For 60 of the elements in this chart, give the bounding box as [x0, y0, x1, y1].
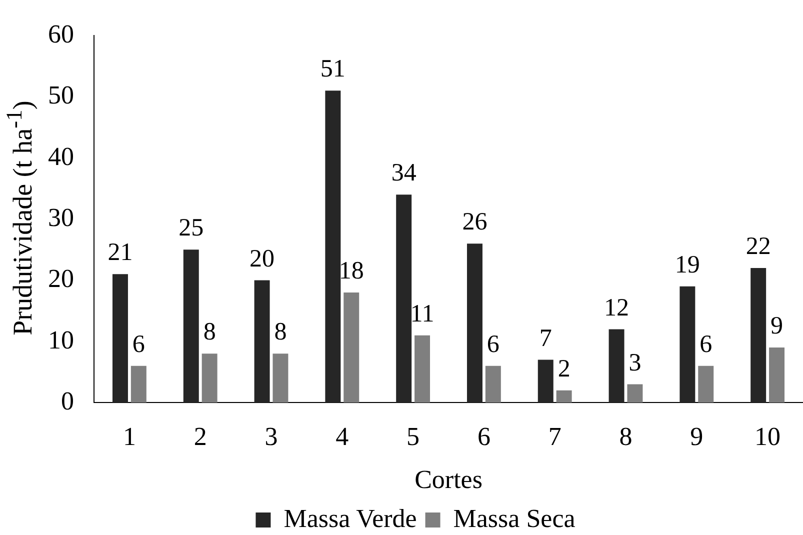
data-label: 6 [132, 330, 145, 358]
bar [183, 250, 199, 403]
data-label: 21 [108, 239, 133, 266]
legend-label: Massa Seca [453, 504, 576, 533]
x-tick-label: 1 [122, 422, 136, 452]
x-tick-label: 7 [548, 422, 562, 452]
data-label: 12 [604, 294, 630, 322]
data-label: 9 [770, 312, 784, 340]
data-label: 3 [628, 349, 642, 376]
data-label: 25 [178, 214, 204, 242]
data-label: 6 [700, 330, 712, 358]
data-label: 11 [410, 300, 434, 328]
data-label: 22 [746, 233, 771, 260]
x-tick-label: 8 [619, 422, 632, 452]
bar [485, 366, 501, 403]
x-tick-label: 3 [264, 422, 278, 452]
x-axis-title: Cortes [414, 465, 482, 494]
x-tick-label: 2 [194, 422, 207, 452]
data-label: 20 [250, 245, 275, 272]
bar [769, 348, 785, 403]
x-tick-label: 10 [754, 422, 781, 452]
bar [627, 384, 643, 403]
y-tick-label: 60 [48, 19, 74, 48]
data-label: 7 [539, 324, 552, 352]
bar [130, 366, 146, 403]
bar [556, 390, 572, 403]
bar [112, 274, 128, 403]
bar [414, 335, 430, 403]
y-tick-label: 20 [48, 264, 74, 294]
legend-label: Massa Verde [284, 504, 417, 533]
data-label: 2 [558, 355, 570, 382]
y-tick-label: 10 [48, 325, 74, 354]
y-tick-label: 30 [48, 202, 74, 232]
x-tick-label: 4 [336, 422, 349, 452]
bar [344, 292, 360, 403]
data-label: 51 [320, 56, 346, 83]
y-tick-label: 50 [48, 80, 74, 110]
bar [538, 360, 554, 403]
y-tick-label: 40 [48, 142, 74, 171]
bar [698, 366, 714, 403]
data-label: 26 [462, 208, 488, 236]
x-tick-label: 6 [477, 422, 490, 452]
data-label: 8 [274, 318, 287, 346]
data-label: 18 [338, 258, 364, 285]
x-tick-label: 9 [690, 422, 704, 452]
bar [202, 354, 218, 403]
bar [466, 244, 482, 403]
x-tick-label: 5 [406, 422, 420, 452]
bar [396, 194, 412, 403]
bar [750, 268, 766, 403]
bar [254, 280, 270, 403]
y-tick-label: 0 [61, 386, 74, 416]
data-label: 19 [674, 251, 700, 278]
bar [325, 90, 341, 403]
bar [608, 329, 624, 403]
data-label: 8 [203, 318, 216, 346]
data-label: 34 [391, 160, 417, 187]
data-label: 6 [486, 330, 500, 358]
bar [680, 286, 696, 403]
bar [272, 354, 288, 403]
